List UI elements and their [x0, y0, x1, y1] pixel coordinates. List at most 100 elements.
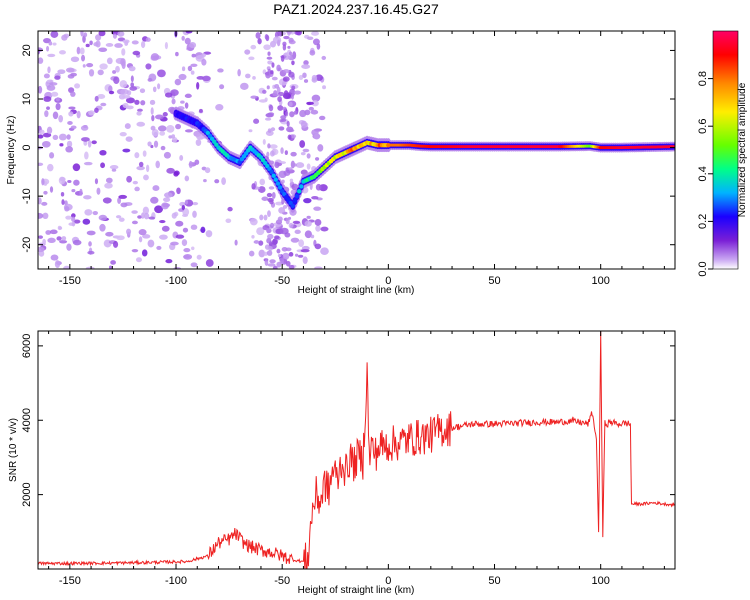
noise-speckle [84, 151, 89, 160]
ridge-core [296, 189, 302, 194]
noise-speckle [115, 215, 122, 219]
noise-speckle [282, 69, 290, 74]
noise-speckle [271, 191, 276, 199]
noise-speckle [311, 77, 318, 83]
noise-speckle [141, 212, 145, 219]
noise-speckle [215, 104, 224, 111]
noise-speckle [159, 234, 168, 240]
noise-speckle [285, 217, 290, 225]
noise-speckle [157, 83, 161, 90]
noise-speckle [138, 229, 147, 236]
noise-speckle [267, 210, 271, 218]
noise-speckle [112, 70, 117, 74]
noise-speckle [275, 201, 284, 206]
noise-speckle [80, 31, 84, 37]
noise-speckle [271, 62, 275, 68]
noise-speckle [140, 40, 146, 49]
noise-speckle [182, 208, 190, 216]
noise-speckle [99, 63, 108, 70]
noise-speckle [277, 96, 282, 102]
noise-speckle [251, 183, 256, 190]
noise-speckle [252, 76, 256, 80]
noise-speckle [179, 201, 186, 207]
noise-speckle [72, 239, 82, 246]
noise-speckle [119, 131, 127, 137]
noise-speckle [70, 72, 77, 77]
noise-speckle [157, 69, 166, 78]
noise-speckle [195, 139, 202, 147]
noise-speckle [146, 164, 150, 173]
noise-speckle [85, 266, 95, 269]
noise-speckle [190, 63, 198, 67]
noise-speckle [91, 140, 97, 145]
noise-speckle [259, 214, 264, 221]
noise-speckle [117, 197, 122, 204]
noise-speckle [274, 235, 280, 240]
noise-speckle [124, 123, 131, 129]
noise-speckle [48, 41, 53, 46]
spectrogram-x-tick-label: 50 [488, 275, 500, 287]
noise-speckle [58, 115, 64, 123]
noise-speckle [306, 153, 311, 159]
noise-speckle [98, 31, 106, 37]
noise-speckle [251, 234, 255, 239]
chart-title: PAZ1.2024.237.16.45.G27 [273, 1, 439, 17]
noise-speckle [306, 101, 314, 105]
noise-speckle [277, 39, 281, 47]
noise-speckle [109, 164, 119, 170]
noise-speckle [184, 175, 190, 182]
noise-speckle [45, 230, 52, 235]
noise-speckle [214, 179, 220, 184]
noise-speckle [52, 134, 59, 141]
noise-speckle [182, 227, 189, 233]
noise-speckle [187, 65, 193, 72]
noise-speckle [266, 192, 273, 198]
colorbar-tick-label: 0.8 [697, 71, 709, 86]
noise-speckle [262, 89, 267, 94]
ridge-core [294, 193, 300, 199]
noise-speckle [259, 178, 266, 186]
noise-speckle [120, 202, 128, 208]
noise-speckle [284, 150, 288, 155]
noise-speckle [264, 34, 269, 40]
noise-speckle [261, 196, 269, 201]
noise-speckle [154, 205, 163, 214]
noise-speckle [285, 110, 289, 117]
noise-speckle [205, 259, 214, 267]
noise-speckle [171, 134, 176, 139]
noise-speckle [311, 196, 319, 200]
noise-speckle [184, 37, 191, 45]
snr-y-tick-label: 6000 [21, 334, 33, 358]
noise-speckle [258, 99, 268, 103]
noise-speckle [97, 69, 104, 76]
noise-speckle [38, 197, 42, 205]
noise-speckle [38, 246, 45, 253]
ridge-core [273, 177, 279, 182]
noise-speckle [303, 198, 312, 204]
noise-speckle [162, 112, 168, 117]
noise-speckle [65, 67, 75, 73]
noise-speckle [60, 192, 65, 197]
noise-speckle [108, 265, 113, 269]
noise-speckle [184, 102, 189, 109]
noise-speckle [74, 83, 81, 89]
snr-xlabel: Height of straight line (km) [298, 585, 415, 596]
noise-speckle [131, 210, 138, 214]
noise-speckle [175, 220, 184, 227]
noise-speckle [41, 140, 51, 148]
noise-speckle [111, 168, 117, 172]
spectrogram-frame [37, 30, 676, 270]
noise-speckle [83, 195, 92, 200]
noise-speckle [42, 238, 46, 245]
noise-speckle [263, 44, 271, 51]
snr-x-tick-label: 0 [385, 575, 391, 587]
noise-speckle [191, 53, 196, 58]
noise-speckle [38, 235, 44, 239]
noise-speckle [105, 43, 114, 47]
noise-speckle [269, 199, 274, 205]
noise-speckle [86, 230, 96, 236]
noise-speckle [79, 188, 83, 196]
snr-x-tick-label: -50 [274, 575, 290, 587]
noise-speckle [76, 110, 81, 119]
